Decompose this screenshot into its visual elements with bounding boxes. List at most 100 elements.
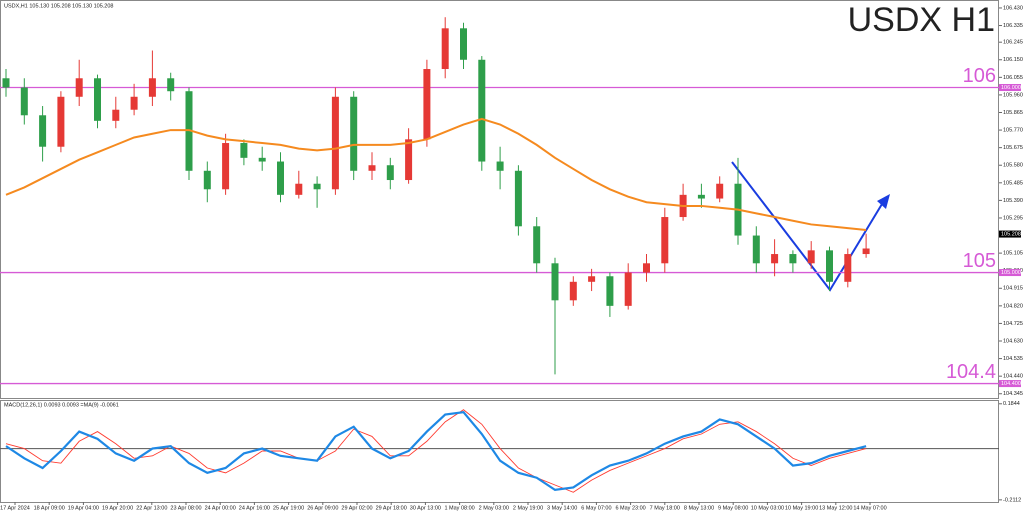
x-tick-label: 18 Apr 09:00 (34, 505, 65, 511)
x-tick-label: 19 Apr 04:00 (68, 505, 99, 511)
y-tick-label: 106.150 (1003, 57, 1023, 63)
level-tag: 105.000 (1001, 270, 1021, 276)
y-tick-label: -0.2112 (1003, 497, 1021, 503)
y-tick-label: 105.580 (1003, 163, 1023, 169)
candle-body (94, 78, 101, 121)
candle-body (789, 254, 797, 264)
candle-body (20, 87, 28, 116)
price-frame (0, 0, 999, 399)
candle-body (533, 226, 541, 264)
y-tick-label: 104.440 (1003, 374, 1023, 380)
candle-body (752, 235, 760, 264)
x-tick-label: 22 Apr 13:00 (136, 505, 167, 511)
level-tag-bg (999, 269, 1021, 277)
candle-body (167, 78, 175, 92)
x-tick-label: 17 Apr 2024 (0, 505, 30, 511)
y-tick-label: 106.430 (1003, 5, 1023, 11)
y-tick-label: 104.345 (1003, 391, 1023, 397)
x-tick-label: 9 May 08:00 (718, 505, 748, 511)
x-tick-label: 29 Apr 18:00 (376, 505, 407, 511)
x-tick-label: 25 Apr 19:00 (273, 505, 304, 511)
candle-body (2, 78, 10, 88)
level-tag-bg (999, 84, 1021, 92)
y-tick-label: 105.865 (1003, 110, 1023, 116)
macd-title: MACD(12,26,1) 0.0093 0.0093 =MA(9) -0.00… (4, 402, 119, 408)
candle-body (386, 165, 394, 181)
candle-body (716, 183, 724, 199)
x-tick-label: 19 Apr 20:00 (102, 505, 133, 511)
candle-body (514, 170, 522, 227)
x-tick-label: 10 May 03:00 (751, 505, 784, 511)
x-tick-label: 10 May 19:00 (785, 505, 818, 511)
candle-body (441, 28, 449, 70)
y-tick-label: 105.105 (1003, 251, 1023, 257)
candle-body (643, 263, 650, 273)
candle-body (203, 170, 211, 190)
x-tick-label: 3 May 14:00 (547, 505, 577, 511)
macd-line (5, 410, 867, 492)
y-tick-label: 105.770 (1003, 128, 1023, 134)
candle-body (277, 161, 284, 195)
x-tick-label: 13 May 12:00 (819, 505, 852, 511)
candle-body (222, 143, 230, 190)
candle-body (258, 157, 266, 162)
y-tick-label: 104.915 (1003, 286, 1023, 292)
x-tick-label: 26 Apr 09:00 (307, 505, 338, 511)
x-tick-label: 6 May 23:00 (615, 505, 645, 511)
x-tick-label: 29 Apr 02:00 (341, 505, 372, 511)
macd-frame (0, 400, 999, 503)
level-label: 106 (963, 65, 996, 87)
trend-annotation (731, 161, 883, 292)
candle-body (112, 109, 120, 121)
level-label: 105 (963, 250, 996, 272)
y-tick-label: 105.960 (1003, 92, 1023, 98)
candle-body (844, 254, 852, 282)
y-tick-label: 105.295 (1003, 215, 1023, 221)
candle-body (606, 276, 614, 306)
x-tick-label: 2 May 19:00 (513, 505, 543, 511)
candle-body (661, 217, 669, 264)
x-tick-label: 24 Apr 16:00 (239, 505, 270, 511)
candle-body (75, 78, 83, 97)
candle-body (478, 59, 486, 162)
y-tick-label: 104.630 (1003, 338, 1023, 344)
candle-body (368, 165, 376, 171)
candle-body (148, 78, 156, 97)
moving-average (5, 117, 867, 231)
y-tick-label: 104.535 (1003, 356, 1023, 362)
x-tick-label: 2 May 03:00 (479, 505, 509, 511)
level-label: 104.4 (946, 361, 996, 383)
candle-body (295, 183, 303, 195)
level-tag: 106.000 (1001, 85, 1021, 91)
x-tick-label: 8 May 13:00 (684, 505, 714, 511)
candle-body (771, 254, 779, 264)
x-tick-label: 24 Apr 00:00 (205, 505, 236, 511)
candle-body (569, 281, 577, 301)
y-tick-label: 106.245 (1003, 40, 1023, 46)
candle-body (39, 115, 47, 147)
y-tick-label: 0.1844 (1003, 401, 1020, 407)
candle-body (313, 183, 321, 190)
candle-body (350, 96, 358, 171)
last-price: 105.208 (1001, 232, 1021, 238)
y-tick-label: 104.820 (1003, 303, 1023, 309)
candle-body (624, 272, 632, 306)
candle-body (496, 161, 504, 171)
candle-body (423, 69, 431, 140)
x-tick-label: 14 May 07:00 (853, 505, 886, 511)
candle-body (405, 139, 413, 181)
y-tick-label: 105.485 (1003, 180, 1023, 186)
candle-body (240, 143, 248, 158)
candle-body (588, 276, 596, 282)
candle-body (551, 263, 559, 301)
arrow-head (877, 194, 890, 209)
candle-body (807, 250, 815, 264)
y-tick-label: 106.055 (1003, 75, 1023, 81)
y-tick-label: 105.675 (1003, 145, 1023, 151)
macd-line (5, 409, 867, 493)
x-tick-label: 23 Apr 08:00 (170, 505, 201, 511)
x-tick-label: 6 May 07:00 (581, 505, 611, 511)
symbol-info: USDX,H1 105.130 105.208 105.130 105.208 (4, 3, 113, 9)
last-price-bg (999, 230, 1021, 238)
